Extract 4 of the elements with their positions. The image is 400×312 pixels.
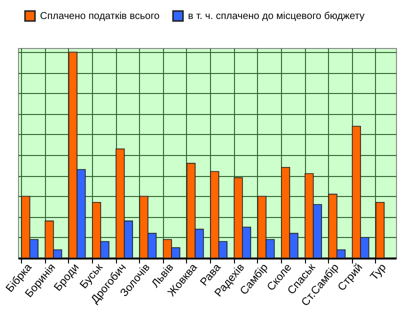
legend-label: в т. ч. сплачено до місцевого бюджету <box>188 11 365 22</box>
bar <box>376 202 385 258</box>
x-tick-label: Тур <box>368 262 389 283</box>
legend-label: Сплачено податків всього <box>40 11 160 22</box>
